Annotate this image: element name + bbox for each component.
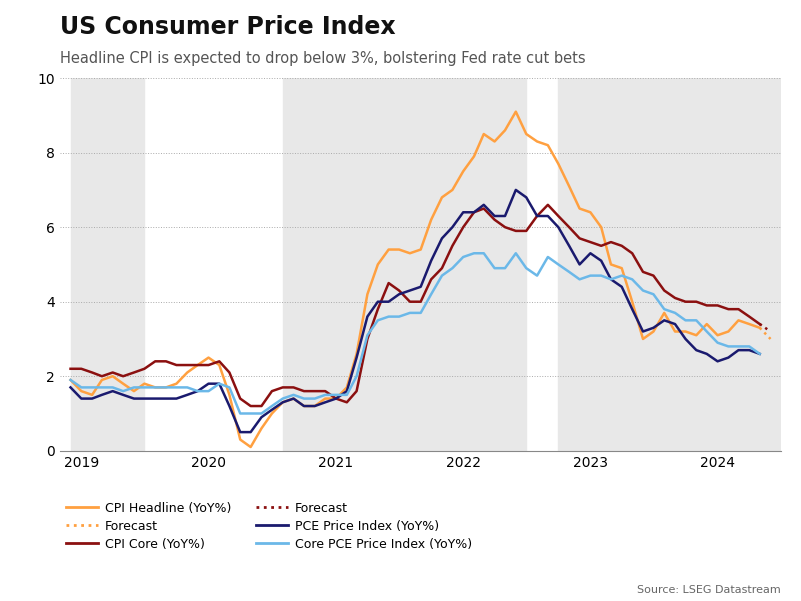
Bar bbox=[558, 78, 781, 451]
Text: Headline CPI is expected to drop below 3%, bolstering Fed rate cut bets: Headline CPI is expected to drop below 3… bbox=[60, 51, 586, 66]
Legend: CPI Headline (YoY%), Forecast, CPI Core (YoY%), Forecast, PCE Price Index (YoY%): CPI Headline (YoY%), Forecast, CPI Core … bbox=[66, 502, 473, 551]
Bar bbox=[283, 78, 526, 451]
Text: Source: LSEG Datastream: Source: LSEG Datastream bbox=[638, 585, 781, 595]
Text: US Consumer Price Index: US Consumer Price Index bbox=[60, 15, 396, 39]
Bar bbox=[70, 78, 144, 451]
